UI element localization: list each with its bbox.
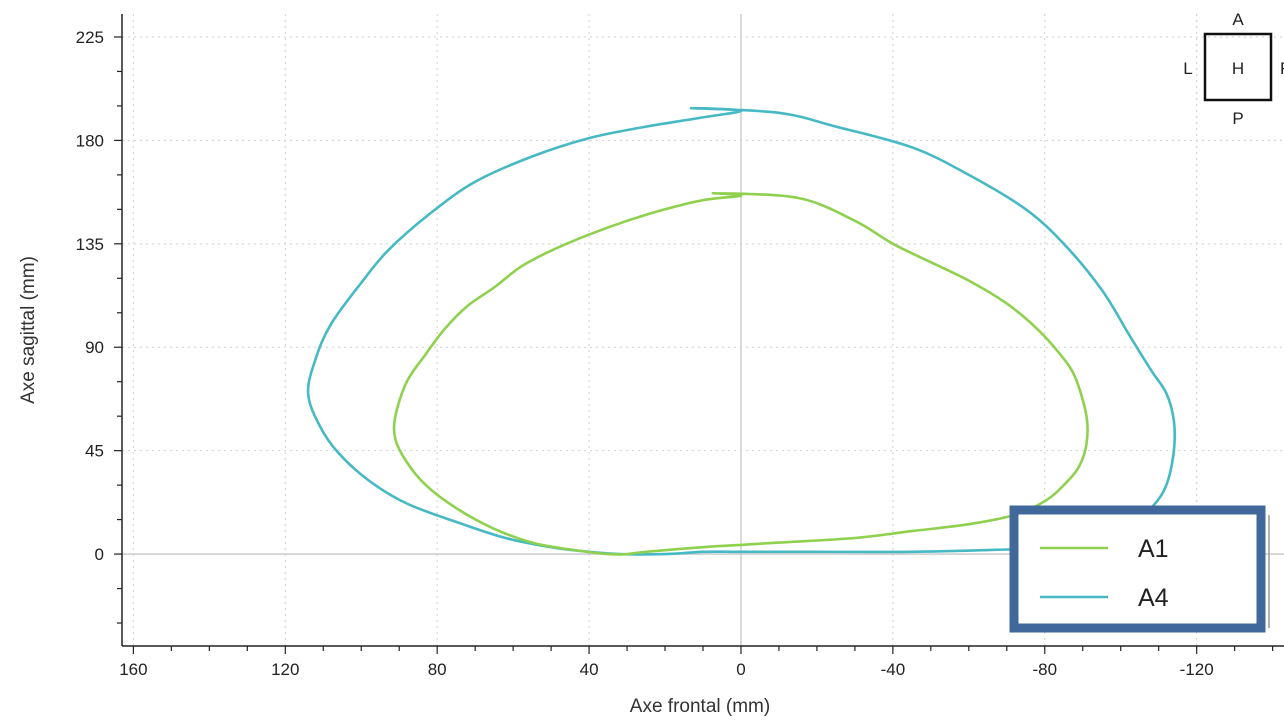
orientation-top-label: A (1232, 10, 1244, 29)
orientation-left-label: L (1183, 59, 1192, 78)
x-tick-label: -40 (881, 660, 906, 679)
series-line-a1 (392, 191, 1089, 556)
orientation-box (1203, 32, 1273, 102)
orientation-right-label: R (1280, 59, 1284, 78)
series-line-a4 (306, 106, 1177, 556)
legend: A1 A4 (1009, 505, 1270, 633)
x-tick-label: -120 (1180, 660, 1214, 679)
y-tick-label: 0 (95, 545, 104, 564)
legend-label-a1: A1 (1138, 535, 1169, 563)
x-tick-label: 40 (580, 660, 599, 679)
y-tick-label: 225 (76, 28, 104, 47)
x-axis-ticks: 160 120 80 40 0 -40 -80 -120 (119, 646, 1274, 679)
x-tick-label: 0 (736, 660, 745, 679)
y-tick-label: 135 (76, 235, 104, 254)
x-tick-label: -80 (1032, 660, 1057, 679)
x-tick-label: 120 (271, 660, 299, 679)
legend-label-a4: A4 (1138, 584, 1169, 612)
y-axis-title: Axe sagittal (mm) (18, 256, 39, 404)
y-tick-label: 90 (85, 338, 104, 357)
orientation-bottom-label: P (1232, 109, 1243, 128)
y-tick-label: 45 (85, 442, 104, 461)
legend-box (1009, 505, 1266, 633)
y-tick-label: 180 (76, 131, 104, 150)
series-lines (306, 106, 1177, 556)
grid (122, 14, 1284, 646)
x-tick-label: 160 (119, 660, 147, 679)
x-tick-label: 80 (428, 660, 447, 679)
orientation-marker: A L H P R (1183, 10, 1284, 128)
x-axis-title: Axe frontal (mm) (630, 696, 770, 717)
orientation-center-label: H (1232, 59, 1244, 78)
y-axis-ticks: 0 45 90 135 180 225 (76, 28, 122, 624)
